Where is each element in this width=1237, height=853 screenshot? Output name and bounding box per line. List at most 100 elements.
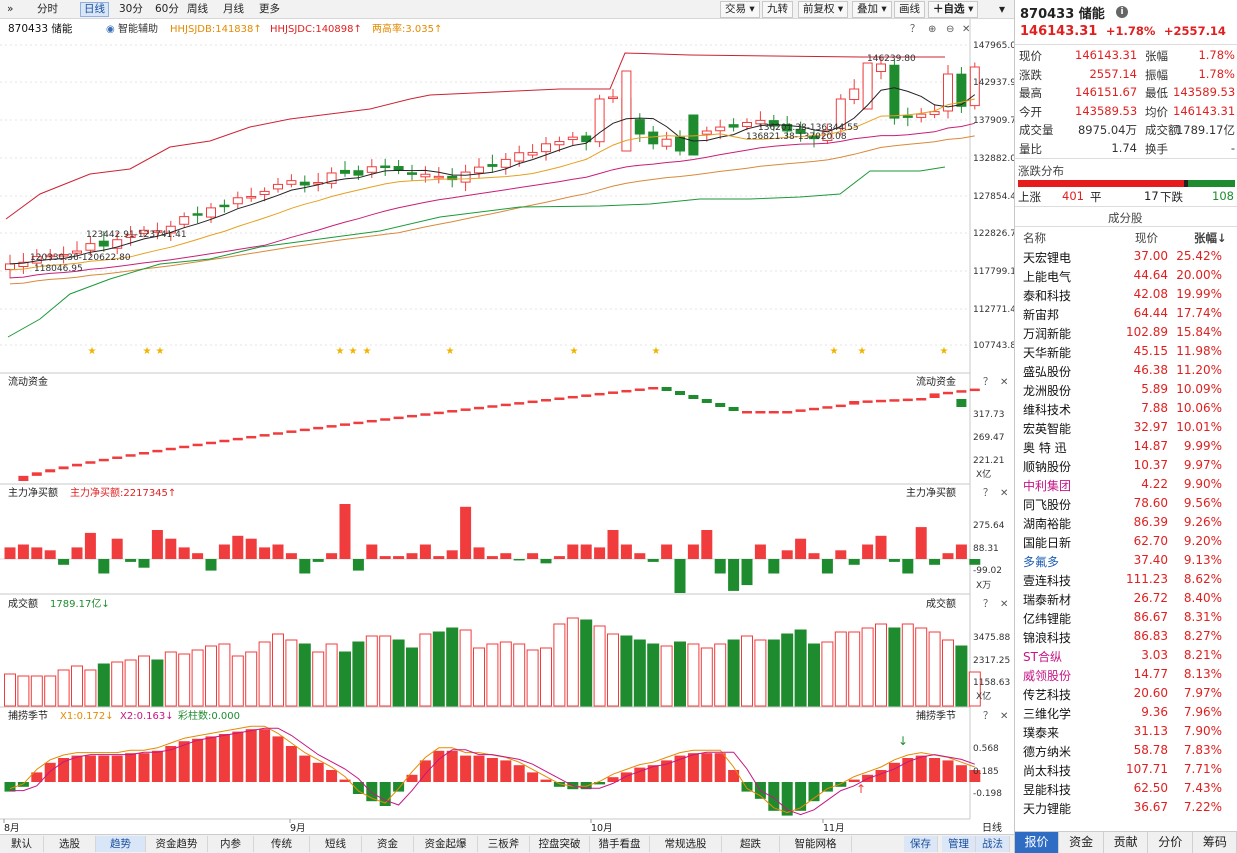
bottom-tab-11[interactable]: 猎手看盘 [590, 836, 650, 852]
stock-row[interactable]: 亿纬锂能 86.67 8.31% [1018, 608, 1236, 627]
stock-row[interactable]: 奥 特 迅 14.87 9.99% [1018, 437, 1236, 456]
period-5[interactable]: 月线 [223, 3, 244, 15]
period-1[interactable]: 日线 [80, 2, 109, 17]
candle-body [929, 111, 940, 115]
bottom-right-0[interactable]: 保存 [904, 836, 938, 852]
amt-bar [767, 639, 780, 707]
stock-row[interactable]: 宏英智能 32.97 10.01% [1018, 418, 1236, 437]
bottom-tab-4[interactable]: 内参 [208, 836, 254, 852]
stock-row[interactable]: 天宏锂电 37.00 25.42% [1018, 247, 1236, 266]
candle-body [956, 73, 967, 107]
net-bar [393, 556, 405, 559]
bottom-tab-12[interactable]: 常规选股 [650, 836, 722, 852]
kline-chart-area[interactable]: 146239.80 123442.91-123741.41 120330.36-12… [0, 19, 1014, 834]
amt-bar [607, 633, 619, 707]
bottom-tab-5[interactable]: 传统 [254, 836, 310, 852]
bottom-right-2[interactable]: 战法 [976, 836, 1010, 852]
stock-row[interactable]: 同飞股份 78.60 9.56% [1018, 494, 1236, 513]
stock-row[interactable]: 威领股份 14.77 8.13% [1018, 665, 1236, 684]
stock-row[interactable]: ST合纵 3.03 8.21% [1018, 646, 1236, 665]
stock-row[interactable]: 顺钠股份 10.37 9.97% [1018, 456, 1236, 475]
panel-icon: ⊕ [928, 24, 936, 35]
bottom-tab-1[interactable]: 选股 [44, 836, 96, 852]
amt-bar [942, 639, 954, 707]
bottom-tab-13[interactable]: 超跌 [722, 836, 780, 852]
net-bar [312, 559, 324, 562]
period-3[interactable]: 60分 [155, 3, 179, 15]
col-change-pct[interactable]: 张幅↓ [1194, 231, 1227, 245]
stock-row[interactable]: 国能日新 62.70 9.20% [1018, 532, 1236, 551]
toolbar-4[interactable]: 画线 [894, 1, 925, 18]
col-name[interactable]: 名称 [1023, 231, 1046, 245]
period-6[interactable]: 更多 [259, 3, 280, 15]
panel-tab-4[interactable]: 筹码 [1193, 832, 1237, 853]
toolbar-0[interactable]: 交易 ▾ [720, 1, 760, 18]
toolbar-2[interactable]: 前复权 ▾ [798, 1, 849, 18]
info-icon[interactable]: i [1116, 6, 1128, 18]
bottom-tab-9[interactable]: 三板斧 [478, 836, 530, 852]
stock-price: 4.22 [1141, 477, 1168, 491]
bottom-tab-7[interactable]: 资金 [362, 836, 414, 852]
candle-body [554, 141, 565, 146]
panel-tab-1[interactable]: 资金 [1060, 832, 1104, 853]
stock-row[interactable]: 泰和科技 42.08 19.99% [1018, 285, 1236, 304]
net-bar [808, 553, 820, 559]
candle-body [45, 254, 56, 258]
stock-row[interactable]: 中利集团 4.22 9.90% [1018, 475, 1236, 494]
stock-row[interactable]: 维科技术 7.88 10.06% [1018, 399, 1236, 418]
col-price[interactable]: 现价 [1135, 231, 1158, 245]
stock-row[interactable]: 三维化学 9.36 7.96% [1018, 703, 1236, 722]
stock-row[interactable]: 多氟多 37.40 9.13% [1018, 551, 1236, 570]
net-tick: 275.64 [973, 521, 1005, 531]
stock-row[interactable]: 上能电气 44.64 20.00% [1018, 266, 1236, 285]
stock-row[interactable]: 龙洲股份 5.89 10.09% [1018, 380, 1236, 399]
stock-row[interactable]: 锦浪科技 86.83 8.27% [1018, 627, 1236, 646]
bottom-tab-8[interactable]: 资金起爆 [414, 836, 478, 852]
toolbar-3[interactable]: 叠加 ▾ [852, 1, 892, 18]
stock-row[interactable]: 万润新能 102.89 15.84% [1018, 323, 1236, 342]
collapse-icon[interactable]: » [7, 3, 14, 15]
panel-tab-2[interactable]: 贡献 [1104, 832, 1149, 853]
bottom-right-1[interactable]: 管理 [942, 836, 976, 852]
scroll-down-icon[interactable]: ▾ [999, 2, 1006, 16]
stock-price: 86.83 [1133, 629, 1168, 643]
period-0[interactable]: 分时 [37, 3, 58, 15]
stock-row[interactable]: 壹连科技 111.23 8.62% [1018, 570, 1236, 589]
flow-bar [581, 394, 592, 397]
season-bar [473, 755, 485, 782]
toolbar-5[interactable]: ＋自选 ▾ [928, 1, 979, 18]
bottom-tab-2[interactable]: 趋势 [96, 836, 146, 852]
price-tick: 137909.71 [973, 116, 1014, 126]
net-bar [299, 559, 311, 574]
bottom-tab-14[interactable]: 智能网格 [780, 836, 852, 852]
quote-cell-3-0: 今开 [1019, 104, 1042, 119]
bottom-tab-0[interactable]: 默认 [0, 836, 44, 852]
panel-tab-3[interactable]: 分价 [1149, 832, 1193, 853]
stock-row[interactable]: 传艺科技 20.60 7.97% [1018, 684, 1236, 703]
period-4[interactable]: 周线 [187, 3, 208, 15]
toolbar-1[interactable]: 九转 [762, 1, 793, 18]
amt-bar [379, 635, 392, 707]
panel-tab-0[interactable]: 报价 [1015, 832, 1059, 853]
price-tick: 122826.77 [973, 229, 1014, 239]
bottom-tab-3[interactable]: 资金趋势 [146, 836, 208, 852]
stock-row[interactable]: 盛弘股份 46.38 11.20% [1018, 361, 1236, 380]
stock-row[interactable]: 尚太科技 107.71 7.71% [1018, 760, 1236, 779]
amt-bar [365, 635, 378, 707]
quote-cell-0-1: 146143.31 [1075, 48, 1138, 62]
amt-bar [473, 647, 485, 707]
stock-row[interactable]: 德方纳米 58.78 7.83% [1018, 741, 1236, 760]
stock-row[interactable]: 瑞泰新材 26.72 8.40% [1018, 589, 1236, 608]
amt-bar [30, 675, 43, 707]
stock-row[interactable]: 天力锂能 36.67 7.22% [1018, 798, 1236, 817]
period-2[interactable]: 30分 [119, 3, 143, 15]
amt-bar [620, 635, 633, 707]
stock-row[interactable]: 新宙邦 64.44 17.74% [1018, 304, 1236, 323]
stock-row[interactable]: 湖南裕能 86.39 9.26% [1018, 513, 1236, 532]
stock-change: 7.97% [1183, 686, 1222, 700]
stock-row[interactable]: 璞泰来 31.13 7.90% [1018, 722, 1236, 741]
stock-row[interactable]: 昱能科技 62.50 7.43% [1018, 779, 1236, 798]
bottom-tab-6[interactable]: 短线 [310, 836, 362, 852]
stock-row[interactable]: 天华新能 45.15 11.98% [1018, 342, 1236, 361]
bottom-tab-10[interactable]: 控盘突破 [530, 836, 590, 852]
